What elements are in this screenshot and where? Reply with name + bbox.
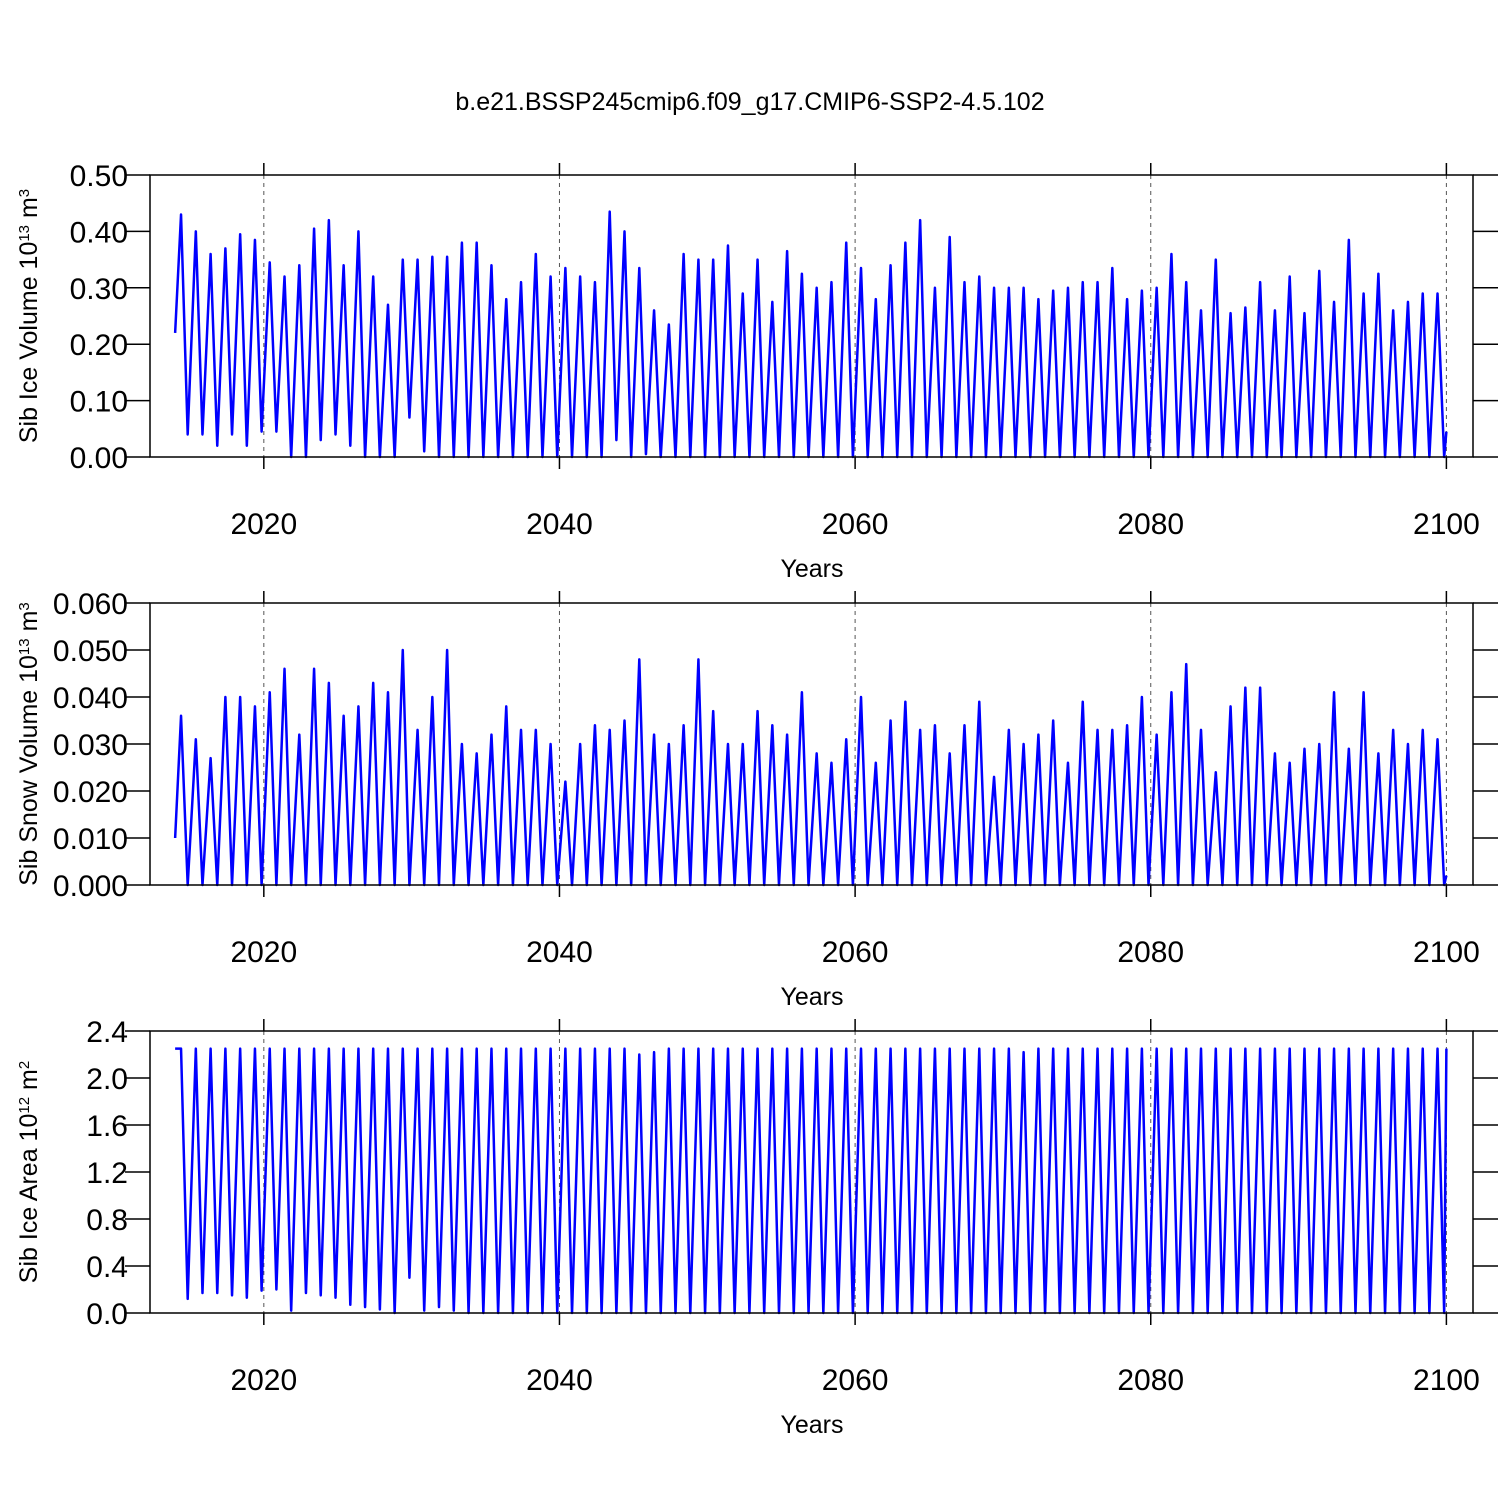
data-line [173,210,1448,459]
y-axis-label-superscript: 3 [16,189,33,197]
y-axis-label-part: m [15,1069,43,1097]
x-axis-label: Years [780,983,843,1011]
y-axis-label-superscript: 2 [16,1061,33,1069]
y-tick-label: 0.020 [53,776,128,809]
x-tick-label: 2040 [526,508,593,541]
y-axis-label: Sib Snow Volume 1013 m3 [15,602,43,886]
y-axis-label: Sib Ice Area 1012 m2 [15,1061,43,1283]
plot-frame [149,602,1474,886]
y-axis-label-part: Sib Ice Area 10 [15,1114,43,1284]
y-tick-label: 1.6 [86,1110,128,1143]
y-tick-label: 0.20 [70,329,128,362]
y-axis-label-part: Sib Snow Volume 10 [15,655,43,886]
chart-title: b.e21.BSSP245cmip6.f09_g17.CMIP6-SSP2-4.… [455,88,1044,116]
y-axis-label-superscript: 3 [16,602,33,610]
y-tick-label: 0.030 [53,729,128,762]
y-axis-label-superscript: 13 [16,225,33,242]
y-tick-label: 0.50 [70,160,128,193]
y-tick-label: 0.30 [70,273,128,306]
x-tick-label: 2100 [1413,936,1480,969]
plot-frame [149,1030,1474,1314]
y-tick-label: 0.10 [70,386,128,419]
data-line [173,648,1448,887]
x-tick-label: 2040 [526,936,593,969]
x-tick-label: 2020 [230,1364,297,1397]
y-tick-label: 0.8 [86,1204,128,1237]
y-tick-label: 0.00 [70,442,128,475]
y-tick-label: 2.0 [86,1063,128,1096]
x-tick-label: 2040 [526,1364,593,1397]
x-axis-label: Years [780,1411,843,1439]
y-tick-label: 0.010 [53,823,128,856]
y-axis-label-part: Sib Ice Volume 10 [15,242,43,444]
x-tick-label: 2060 [822,1364,889,1397]
x-tick-label: 2020 [230,936,297,969]
y-tick-label: 0.050 [53,635,128,668]
y-tick-label: 1.2 [86,1157,128,1190]
y-tick-label: 0.4 [86,1251,128,1284]
x-tick-label: 2100 [1413,1364,1480,1397]
x-tick-label: 2080 [1117,936,1184,969]
y-tick-label: 2.4 [86,1016,128,1049]
x-tick-label: 2020 [230,508,297,541]
y-tick-label: 0.040 [53,682,128,715]
x-axis-label: Years [780,555,843,583]
x-tick-label: 2080 [1117,508,1184,541]
y-tick-label: 0.000 [53,870,128,903]
x-tick-label: 2100 [1413,508,1480,541]
plot-frame [149,174,1474,458]
y-tick-label: 0.40 [70,216,128,249]
x-tick-label: 2060 [822,936,889,969]
y-tick-label: 0.060 [53,588,128,621]
y-axis-label-part: m [15,197,43,225]
y-axis-label-part: m [15,611,43,639]
y-axis-label-superscript: 13 [16,638,33,655]
y-tick-label: 0.0 [86,1298,128,1331]
y-axis-label: Sib Ice Volume 1013 m3 [15,189,43,443]
x-tick-label: 2060 [822,508,889,541]
x-tick-label: 2080 [1117,1364,1184,1397]
y-axis-label-superscript: 12 [16,1097,33,1114]
data-line [175,1047,1448,1315]
